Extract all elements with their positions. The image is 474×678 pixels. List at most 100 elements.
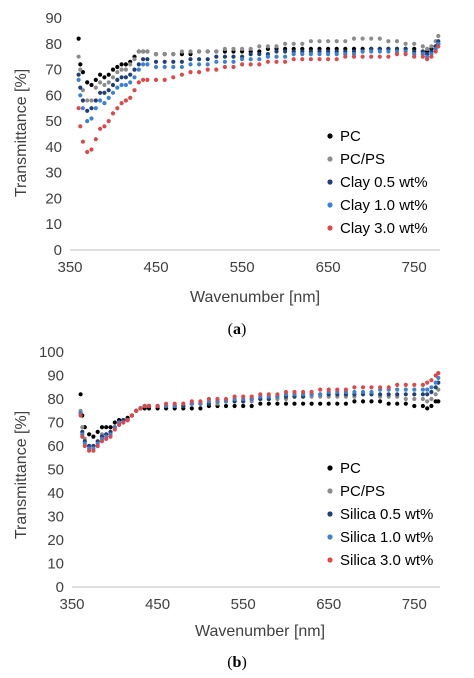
data-point <box>95 429 100 434</box>
legend-marker <box>327 465 333 471</box>
x-tick-label: 450 <box>144 259 169 276</box>
data-point <box>275 392 280 397</box>
data-point <box>343 401 348 406</box>
data-point <box>429 54 434 59</box>
data-point <box>360 399 366 404</box>
data-point <box>119 67 124 72</box>
data-point <box>266 392 271 397</box>
data-point <box>110 75 116 80</box>
data-point <box>205 62 210 67</box>
legend-label: Silica 3.0 wt% <box>340 552 433 569</box>
data-point <box>171 52 176 57</box>
y-tick-label: 40 <box>45 139 62 156</box>
data-point <box>80 425 85 430</box>
data-point <box>351 54 357 59</box>
data-point <box>222 64 227 70</box>
data-point <box>89 98 94 103</box>
data-point <box>162 52 167 57</box>
data-point <box>232 394 237 399</box>
data-point <box>360 49 365 54</box>
data-point <box>300 52 305 57</box>
y-tick-label: 70 <box>45 62 62 79</box>
data-point <box>215 396 220 402</box>
data-point <box>258 392 263 397</box>
data-point <box>257 44 262 49</box>
data-point <box>386 392 391 397</box>
data-point <box>240 57 245 62</box>
data-point <box>231 64 236 70</box>
data-point <box>153 64 159 70</box>
data-point <box>403 382 408 387</box>
data-point <box>95 443 100 449</box>
data-point <box>436 371 441 376</box>
data-point <box>352 389 357 395</box>
data-point <box>106 72 111 77</box>
data-point <box>76 54 81 59</box>
y-tick-label: 50 <box>45 113 62 130</box>
legend-marker <box>327 225 333 231</box>
data-point <box>274 44 279 49</box>
data-point <box>429 396 434 402</box>
data-point <box>403 396 408 402</box>
data-point <box>132 75 137 80</box>
chart-panel-b: 0 10 20 30 40 50 60 70 80 90 100 350 450 550 650 750 T… <box>13 344 441 671</box>
data-point <box>334 57 339 62</box>
legend-marker <box>327 156 333 162</box>
x-tick-label: 750 <box>402 259 427 276</box>
data-point <box>106 88 111 93</box>
y-tick-label: 10 <box>45 216 62 233</box>
data-point <box>87 432 92 437</box>
data-point <box>386 39 391 44</box>
data-point <box>119 62 124 67</box>
data-point <box>429 403 434 409</box>
data-point <box>128 95 133 100</box>
data-point <box>360 389 366 395</box>
data-point <box>179 49 184 54</box>
y-tick-label: 80 <box>47 391 64 408</box>
data-point <box>343 54 348 59</box>
data-point <box>78 62 83 67</box>
data-point <box>198 406 203 411</box>
data-point <box>301 401 306 406</box>
data-point <box>181 401 186 406</box>
data-point <box>188 70 193 75</box>
data-point <box>93 137 98 142</box>
data-point <box>412 54 417 59</box>
data-point <box>283 59 288 64</box>
data-point <box>351 36 357 41</box>
data-point <box>274 54 279 59</box>
data-point <box>162 59 167 64</box>
data-point <box>91 448 96 453</box>
data-point <box>283 401 289 406</box>
data-point <box>112 420 117 425</box>
data-point <box>291 41 296 46</box>
x-tick-labels: 350 450 550 650 750 <box>57 259 426 276</box>
data-point <box>80 88 85 93</box>
y-tick-label: 10 <box>47 556 64 573</box>
data-point <box>326 387 331 392</box>
data-point <box>386 49 391 54</box>
data-point <box>106 119 111 124</box>
data-point <box>214 49 219 54</box>
data-point <box>248 46 253 52</box>
y-tick-labels: 0 10 20 30 40 50 60 70 80 90 <box>45 10 62 259</box>
data-point <box>87 448 92 453</box>
data-point <box>378 385 383 390</box>
x-tick-labels: 350 450 550 650 750 <box>59 596 426 613</box>
data-point <box>420 392 425 397</box>
data-point <box>145 57 150 62</box>
data-point <box>145 49 150 54</box>
data-point <box>369 36 374 41</box>
data-point <box>369 385 374 390</box>
data-point <box>198 399 203 404</box>
data-point <box>93 106 98 111</box>
data-point <box>119 82 124 88</box>
data-point <box>241 394 246 399</box>
data-point <box>265 59 270 64</box>
data-point <box>123 62 128 67</box>
data-point <box>308 57 313 62</box>
data-point <box>395 387 400 392</box>
data-point <box>403 401 408 406</box>
data-point <box>78 93 83 98</box>
data-point <box>334 39 339 44</box>
